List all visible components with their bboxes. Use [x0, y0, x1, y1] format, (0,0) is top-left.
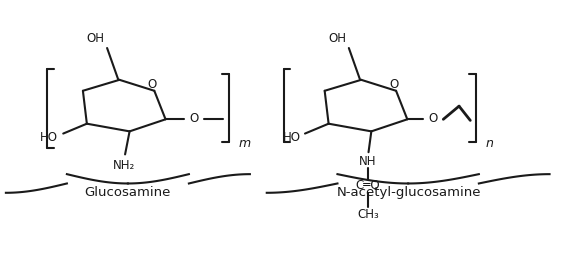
Text: HO: HO — [40, 132, 58, 144]
Text: CH₃: CH₃ — [357, 208, 379, 221]
Text: n: n — [486, 137, 494, 150]
Text: Glucosamine: Glucosamine — [85, 186, 171, 199]
Text: NH: NH — [359, 155, 377, 168]
Text: O: O — [189, 112, 198, 125]
Text: m: m — [238, 137, 251, 150]
Text: C═O: C═O — [355, 179, 380, 192]
Text: O: O — [428, 112, 438, 125]
Text: N-acetyl-glucosamine: N-acetyl-glucosamine — [337, 186, 481, 199]
Text: NH₂: NH₂ — [113, 159, 135, 172]
Text: HO: HO — [283, 132, 301, 144]
Text: O: O — [389, 78, 398, 91]
Text: OH: OH — [87, 32, 105, 45]
Text: OH: OH — [329, 32, 346, 45]
Text: O: O — [147, 78, 157, 91]
